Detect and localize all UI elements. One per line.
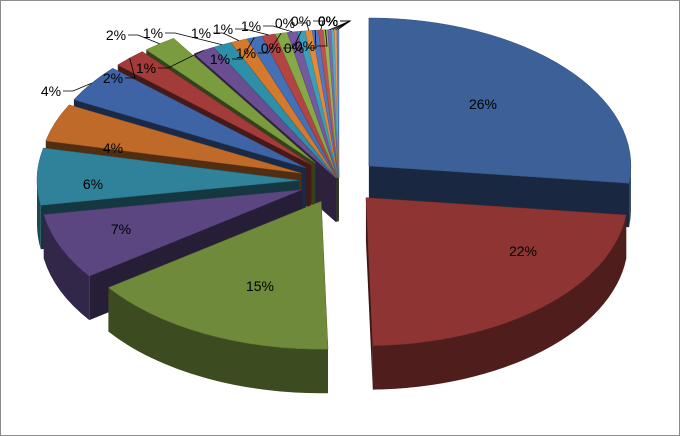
leader-line-18 [297, 22, 310, 31]
leader-line-20 [313, 20, 324, 31]
slice-label-20: 0% [291, 13, 311, 29]
slice-label-10: 1% [136, 60, 156, 76]
pie-slice-1 [368, 17, 632, 184]
slice-label-5: 6% [83, 176, 103, 192]
slice-label-8: 2% [103, 70, 123, 86]
slice-label-25: 0% [318, 13, 338, 29]
pie-slice-6 [45, 104, 302, 174]
pie-top-layer [36, 17, 632, 350]
leader-line-10 [158, 49, 204, 69]
slice-3-outer-wall [108, 287, 329, 394]
pie-slice-13 [246, 35, 338, 178]
leader-line-12 [213, 32, 240, 41]
slice-2-outer-wall [372, 214, 627, 390]
leader-line-16 [263, 25, 293, 33]
slice-label-24: 0% [318, 13, 338, 29]
leader-line-19 [306, 30, 317, 49]
slice-4-outer-wall [43, 214, 90, 321]
slice-label-21: 0% [295, 38, 315, 54]
slice-label-15: 1% [236, 45, 256, 61]
slice-label-16: 1% [241, 18, 261, 34]
leader-line-11 [165, 32, 223, 46]
slice-label-23: 0% [318, 13, 338, 29]
leader-line-21 [317, 29, 328, 47]
leader-line-9 [128, 34, 160, 45]
slice-label-12: 1% [191, 25, 211, 41]
slice-label-6: 4% [103, 140, 123, 156]
leader-line-14 [235, 28, 269, 36]
pie-slice-9 [145, 38, 316, 164]
slice-5-outer-wall [37, 180, 41, 250]
slice-label-17: 0% [261, 40, 281, 56]
pie-slice-2 [365, 197, 627, 346]
slice-label-11: 1% [143, 25, 163, 41]
leader-line-8 [125, 57, 136, 79]
slice-label-13: 1% [210, 51, 230, 67]
slice-label-4: 7% [111, 221, 131, 237]
leader-line-13 [232, 37, 255, 60]
leader-lines [63, 20, 352, 92]
leader-line-17 [283, 30, 302, 49]
slice-label-22: 0% [318, 13, 338, 29]
leader-line-7 [63, 82, 92, 92]
pie-slice-8 [117, 51, 312, 165]
data-labels: 26%22%15%7%6%4%4%2%2%1%1% 1%1%1%1%1%0%0%0… [41, 13, 537, 294]
slice-label-1: 26% [469, 96, 497, 112]
slice-label-9: 2% [106, 27, 126, 43]
slice-label-19: 0% [284, 40, 304, 56]
leader-line-15 [258, 32, 282, 54]
pie-slice-11 [213, 42, 337, 179]
pie-slice-5 [36, 147, 300, 206]
slice-label-18: 0% [275, 15, 295, 31]
slice-label-14: 1% [213, 21, 233, 37]
slice-2-side-wall-2 [365, 197, 373, 390]
pie-slice-3 [107, 200, 329, 350]
slice-label-7: 4% [41, 83, 61, 99]
pie-slice-4 [43, 189, 303, 277]
leader-line-25 [337, 20, 352, 30]
slice-label-2: 22% [509, 243, 537, 259]
slice-label-3: 15% [246, 278, 274, 294]
